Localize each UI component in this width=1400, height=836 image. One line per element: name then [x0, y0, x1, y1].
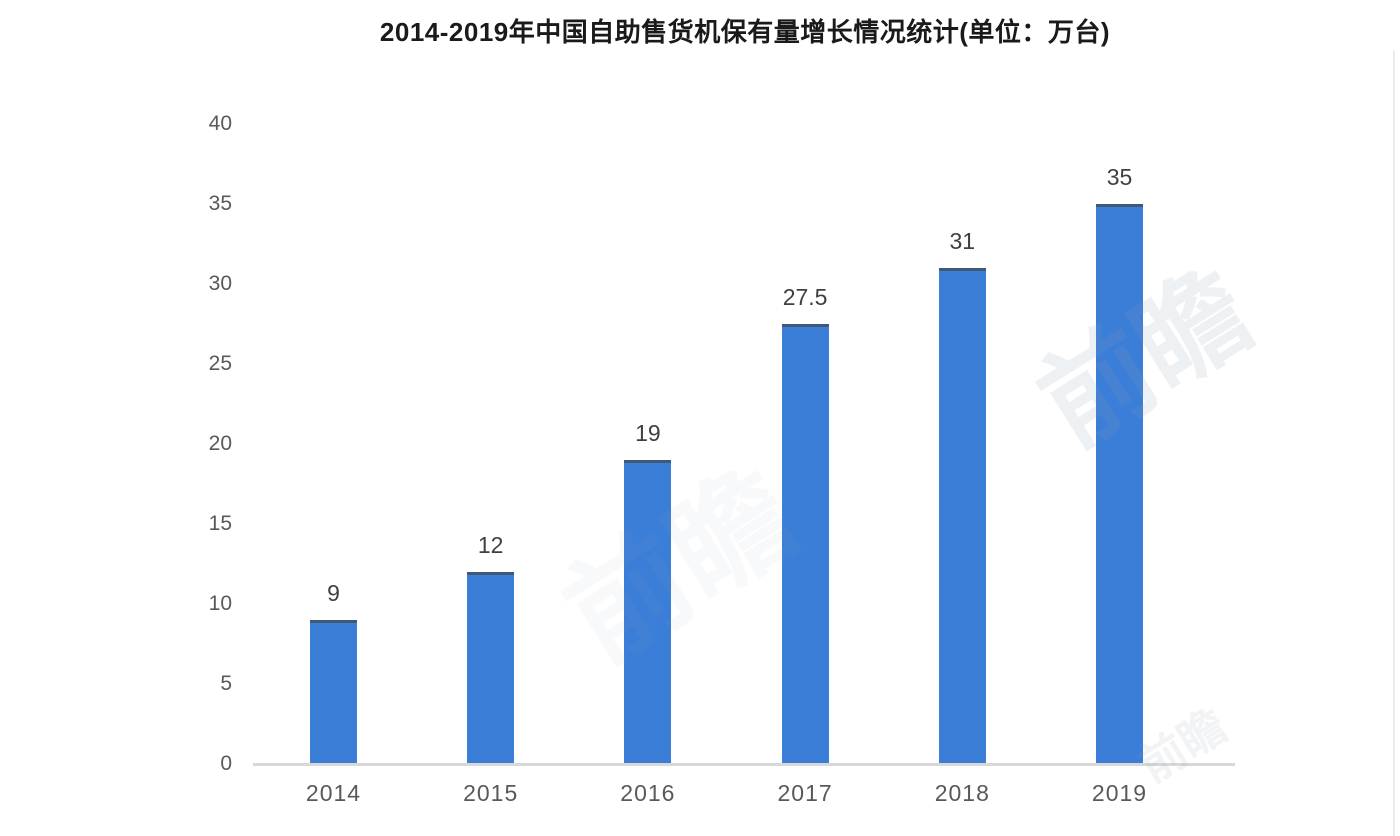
bar-2019 [1096, 204, 1143, 764]
y-axis-tick-label: 40 [208, 112, 232, 135]
x-axis-line [253, 763, 1235, 766]
bar-2017 [781, 324, 829, 764]
bar-2016 [624, 460, 672, 764]
y-axis-tick-label: 0 [220, 752, 232, 775]
bar-value-label-2017: 27.5 [782, 284, 828, 310]
y-axis-tick-label: 15 [208, 512, 232, 535]
y-axis-tick-label: 30 [208, 272, 232, 295]
y-axis-tick-label: 35 [208, 192, 232, 215]
x-axis-tick-label-2016: 2016 [620, 780, 676, 806]
bar-value-label-2014: 9 [327, 580, 340, 606]
bar-value-label-2018: 31 [949, 228, 976, 254]
bar-2015 [467, 572, 515, 764]
x-axis-tick-label-2015: 2015 [463, 780, 519, 806]
chart-title: 2014-2019年中国自助售货机保有量增长情况统计(单位：万台) [379, 17, 1111, 47]
x-axis-tick-label-2019: 2019 [1091, 780, 1148, 806]
bar-value-label-2016: 19 [635, 420, 661, 446]
x-axis-tick-label-2014: 2014 [305, 780, 362, 806]
bar-2018 [938, 268, 986, 764]
watermark: 前瞻 [543, 445, 819, 687]
y-axis-tick-label: 25 [208, 352, 232, 375]
y-axis-tick-label: 10 [208, 592, 232, 615]
bar-value-label-2015: 12 [477, 532, 504, 558]
y-axis-tick-label: 20 [208, 432, 232, 455]
y-axis-tick-label: 5 [220, 672, 232, 695]
bar-2014 [310, 620, 357, 764]
image-edge-line [1393, 50, 1395, 836]
x-axis-tick-label-2017: 2017 [777, 780, 833, 806]
bar-value-label-2019: 35 [1106, 164, 1133, 190]
x-axis-tick-label-2018: 2018 [934, 780, 990, 806]
